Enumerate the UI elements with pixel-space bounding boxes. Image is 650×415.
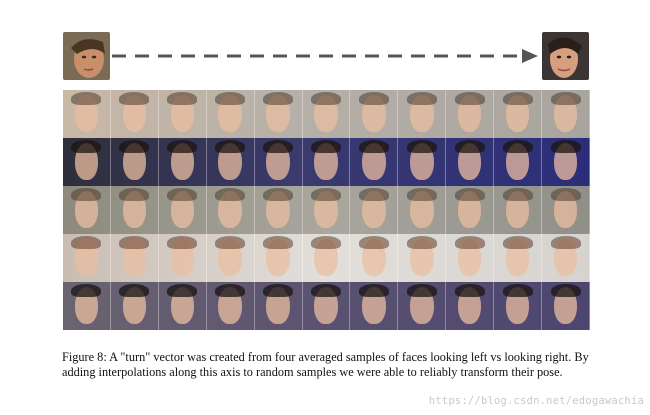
face-cell (111, 234, 159, 282)
face-cell (398, 282, 447, 330)
grid-row-4 (63, 234, 590, 282)
face-cell (207, 282, 255, 330)
face-cell (63, 186, 111, 234)
face-cell (255, 234, 303, 282)
grid-row-2 (63, 138, 590, 186)
face-cell (350, 186, 399, 234)
face-cell (63, 90, 111, 138)
turn-arrow (112, 49, 538, 63)
face-cell (159, 282, 207, 330)
face-cell (303, 234, 351, 282)
face-right-thumbnail (542, 32, 589, 80)
face-cell (207, 234, 255, 282)
face-cell (350, 282, 399, 330)
face-cell (303, 90, 351, 138)
face-cell (63, 234, 111, 282)
face-cell (494, 90, 543, 138)
grid-row-3 (63, 186, 590, 234)
face-cell (446, 186, 495, 234)
face-cell (255, 282, 303, 330)
grid-row-5 (63, 282, 590, 330)
face-cell (494, 186, 543, 234)
face-cell (350, 90, 399, 138)
face-cell (111, 138, 159, 186)
face-cell (446, 234, 495, 282)
face-cell (542, 138, 590, 186)
grid-row-1 (63, 90, 590, 138)
face-cell (111, 90, 159, 138)
face-cell (542, 186, 590, 234)
face-cell (350, 234, 399, 282)
face-cell (398, 234, 447, 282)
face-cell (159, 138, 207, 186)
face-cell (303, 282, 351, 330)
face-cell (350, 138, 399, 186)
face-cell (446, 138, 495, 186)
face-cell (542, 234, 590, 282)
figure-caption: Figure 8: A "turn" vector was created fr… (62, 350, 589, 379)
face-cell (494, 234, 543, 282)
watermark: https://blog.csdn.net/edogawachia (428, 395, 644, 407)
face-cell (398, 90, 447, 138)
face-cell (207, 186, 255, 234)
face-cell (111, 186, 159, 234)
face-cell (542, 90, 590, 138)
face-cell (63, 138, 111, 186)
face-cell (159, 186, 207, 234)
face-cell (494, 138, 543, 186)
face-cell (398, 138, 447, 186)
face-cell (255, 90, 303, 138)
face-cell (63, 282, 111, 330)
face-cell (303, 186, 351, 234)
face-cell (159, 90, 207, 138)
face-cell (542, 282, 590, 330)
face-left-thumbnail (63, 32, 110, 80)
arrow-head (522, 49, 538, 63)
face-cell (494, 282, 543, 330)
face-interpolation-grid (63, 90, 590, 330)
face-cell (255, 186, 303, 234)
face-cell (446, 282, 495, 330)
face-cell (255, 138, 303, 186)
face-cell (159, 234, 207, 282)
face-cell (446, 90, 495, 138)
face-cell (111, 282, 159, 330)
face-cell (207, 138, 255, 186)
face-cell (303, 138, 351, 186)
face-cell (398, 186, 447, 234)
face-cell (207, 90, 255, 138)
